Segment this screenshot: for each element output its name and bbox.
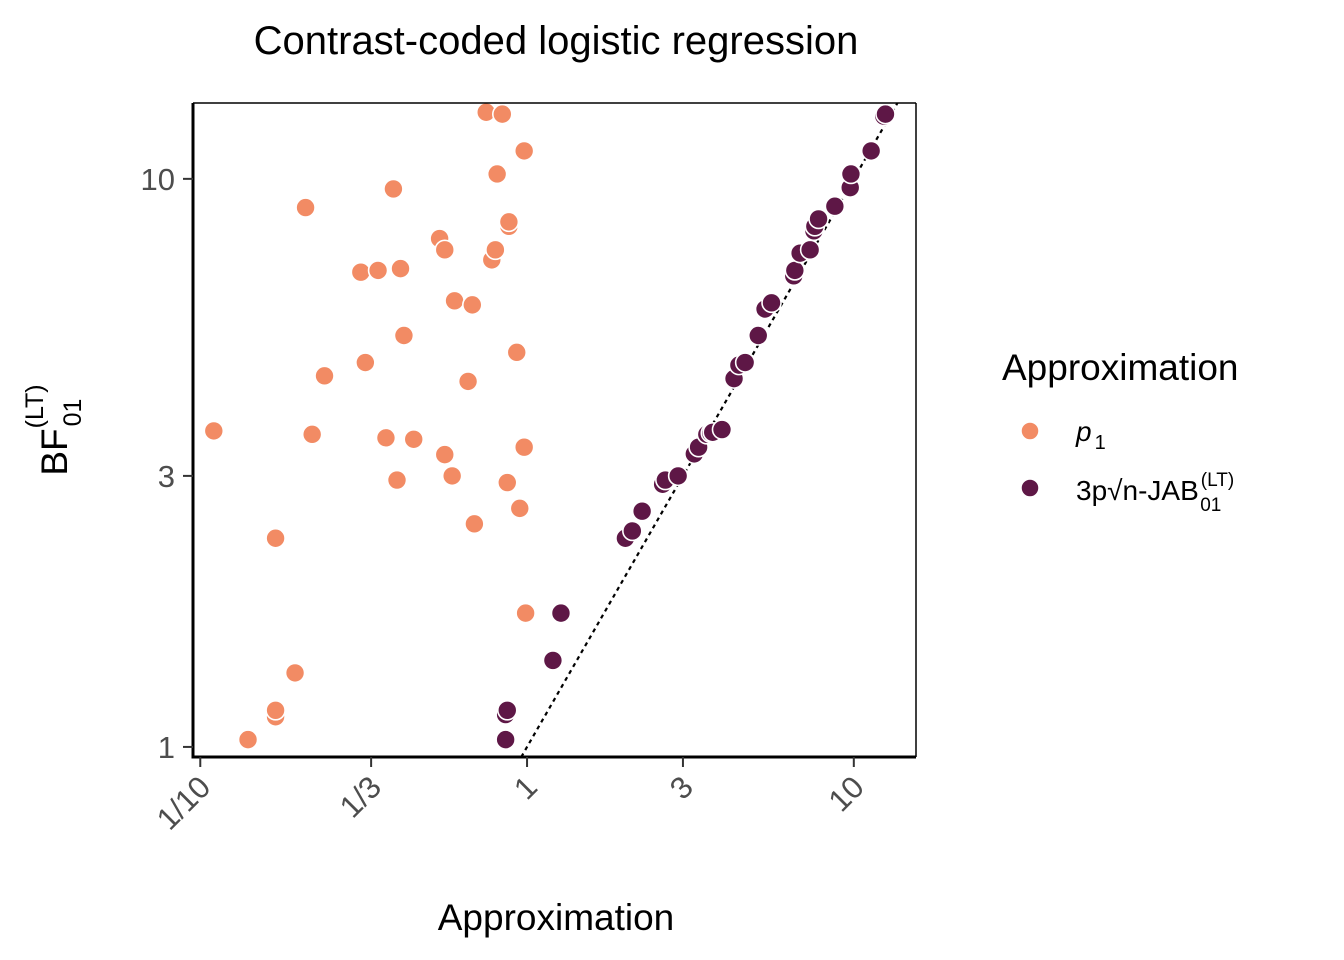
data-point bbox=[761, 292, 782, 314]
chart-title: Contrast-coded logistic regression bbox=[254, 19, 859, 63]
data-point bbox=[265, 527, 286, 549]
data-point bbox=[403, 428, 425, 450]
y-tick-label: 3 bbox=[158, 459, 175, 494]
data-point bbox=[390, 258, 411, 279]
y-axis-title-main: BF bbox=[34, 428, 75, 475]
y-axis-title-subscript: 01 bbox=[59, 399, 87, 427]
series-p1 bbox=[203, 101, 536, 750]
data-point bbox=[444, 290, 465, 312]
legend-title: Approximation bbox=[1002, 347, 1239, 388]
y-axis-title: BF(LT) 01 bbox=[21, 384, 87, 475]
data-point bbox=[295, 197, 316, 218]
data-point bbox=[840, 163, 862, 185]
x-tick-label: 1 bbox=[507, 769, 544, 806]
data-point bbox=[496, 700, 518, 721]
data-point bbox=[860, 140, 882, 162]
data-point bbox=[622, 520, 643, 542]
y-tick-label: 1 bbox=[158, 730, 175, 765]
data-point bbox=[383, 178, 404, 200]
data-point bbox=[367, 260, 389, 281]
data-point bbox=[513, 140, 535, 162]
x-tick-label: 3 bbox=[663, 769, 700, 806]
data-point bbox=[631, 500, 653, 522]
data-point bbox=[464, 513, 485, 535]
data-point bbox=[550, 602, 572, 624]
data-point bbox=[498, 211, 520, 233]
data-point bbox=[875, 103, 896, 125]
data-point bbox=[784, 260, 806, 281]
data-point bbox=[301, 424, 323, 445]
data-point bbox=[799, 239, 821, 261]
data-point bbox=[515, 602, 536, 624]
legend-label-jab: 3p√n-JAB (LT) 01 bbox=[1076, 470, 1234, 516]
data-point bbox=[824, 195, 846, 217]
data-point bbox=[350, 261, 372, 283]
data-point bbox=[486, 163, 508, 185]
data-point bbox=[355, 352, 376, 373]
data-point bbox=[808, 208, 829, 230]
svg-text:BF(LT)01: BF(LT) 01 bbox=[21, 384, 87, 475]
data-point bbox=[506, 342, 528, 363]
data-point bbox=[265, 700, 286, 721]
legend-key-jab bbox=[1020, 478, 1040, 498]
data-point bbox=[496, 472, 518, 493]
y-tick-label: 10 bbox=[141, 162, 175, 197]
plot-area bbox=[203, 101, 899, 757]
data-point bbox=[434, 239, 456, 261]
data-point bbox=[492, 103, 513, 125]
data-point bbox=[667, 465, 689, 487]
legend-label-jab-superscript: (LT) bbox=[1201, 470, 1234, 491]
axes: 1/10 1/3 1 3 10 1 3 10 bbox=[141, 102, 917, 837]
data-point bbox=[314, 365, 335, 387]
data-point bbox=[734, 352, 756, 373]
data-point bbox=[485, 239, 506, 261]
legend-label-jab-subscript: 01 bbox=[1200, 495, 1221, 516]
x-tick-label: 1/10 bbox=[150, 769, 217, 836]
legend-label-jab-main: 3p√n-JAB bbox=[1076, 475, 1199, 506]
series-jab bbox=[495, 103, 896, 750]
data-point bbox=[284, 662, 306, 684]
legend-label-p1-main: p bbox=[1075, 416, 1092, 447]
data-point bbox=[711, 419, 733, 440]
x-axis-title: Approximation bbox=[438, 897, 675, 938]
data-point bbox=[203, 420, 225, 442]
y-axis-title-superscript: (LT) bbox=[21, 384, 49, 428]
data-point bbox=[457, 371, 479, 392]
x-tick-label: 10 bbox=[822, 769, 871, 818]
data-point bbox=[434, 444, 456, 465]
data-point bbox=[513, 436, 535, 458]
legend-key-p1 bbox=[1020, 421, 1040, 441]
data-point bbox=[441, 465, 463, 487]
data-point bbox=[386, 469, 408, 491]
data-point bbox=[509, 498, 531, 519]
data-point bbox=[375, 427, 397, 449]
data-point bbox=[495, 729, 516, 750]
data-point bbox=[393, 325, 415, 346]
legend-label-p1-subscript: 1 bbox=[1095, 432, 1106, 454]
data-point bbox=[542, 650, 564, 671]
data-point bbox=[237, 729, 259, 750]
x-tick-label: 1/3 bbox=[333, 769, 388, 824]
data-point bbox=[747, 325, 769, 346]
data-point bbox=[462, 294, 483, 316]
